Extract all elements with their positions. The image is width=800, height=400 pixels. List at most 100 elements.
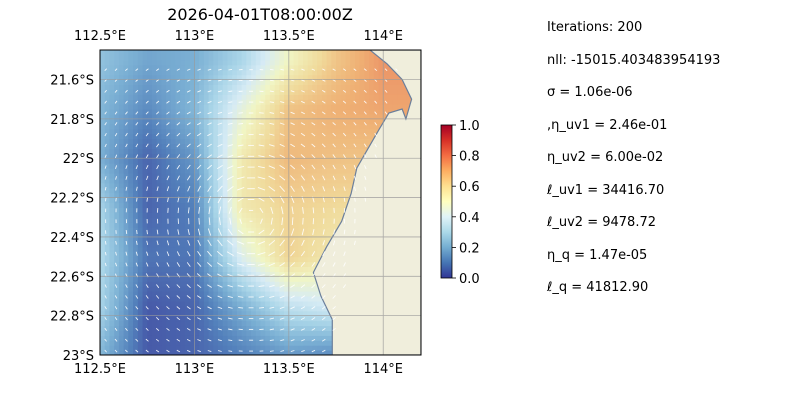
field-cell: [255, 325, 262, 331]
field-cell: [260, 69, 266, 76]
field-cell: [161, 241, 167, 248]
field-cell: [298, 128, 304, 135]
field-cell: [118, 222, 125, 228]
field-cell: [360, 355, 365, 361]
field-cell: [218, 54, 224, 61]
field-cell: [251, 281, 257, 287]
field-cell: [123, 192, 129, 199]
field-cell: [194, 271, 200, 277]
field-cell: [279, 143, 285, 149]
field-cell: [350, 64, 356, 71]
field-cell: [241, 192, 247, 199]
field-cell: [118, 330, 125, 336]
field-cell: [133, 305, 139, 312]
field-cell: [298, 340, 304, 346]
vector-arrow: [280, 350, 285, 352]
field-cell: [265, 281, 271, 287]
vector-arrow: [259, 207, 264, 214]
field-cell: [340, 50, 347, 56]
field-cell: [142, 79, 148, 85]
field-cell: [288, 158, 295, 164]
field-cell: [260, 104, 266, 110]
vector-arrow: [176, 328, 181, 331]
field-cell: [199, 197, 205, 204]
field-cell: [298, 168, 304, 174]
field-cell: [284, 163, 290, 169]
field-cell: [128, 50, 134, 56]
field-cell: [222, 212, 228, 218]
field-cell: [369, 84, 375, 90]
field-cell: [274, 345, 280, 351]
vector-arrow: [237, 274, 244, 277]
field-cell: [199, 335, 205, 341]
field-cell: [166, 84, 172, 90]
field-cell: [284, 335, 290, 341]
field-cell: [194, 291, 200, 297]
field-cell: [251, 335, 257, 341]
field-cell: [109, 320, 115, 327]
vector-arrow: [176, 349, 181, 353]
field-cell: [312, 94, 318, 100]
field-cell: [161, 50, 167, 56]
field-cell: [128, 123, 134, 130]
field-cell: [199, 177, 205, 184]
field-cell: [345, 59, 351, 66]
field-cell: [232, 89, 238, 95]
vector-arrow: [332, 251, 336, 257]
field-cell: [166, 310, 172, 317]
field-cell: [208, 345, 214, 351]
field-cell: [317, 310, 323, 317]
field-cell: [312, 246, 318, 253]
field-cell: [180, 153, 186, 159]
field-cell: [180, 251, 186, 258]
field-cell: [279, 241, 285, 248]
field-cell: [118, 148, 125, 154]
field-cell: [265, 173, 271, 179]
vector-arrow: [228, 317, 233, 320]
field-cell: [293, 148, 299, 154]
field-cell: [354, 114, 361, 120]
vector-arrow: [104, 349, 107, 353]
field-cell: [137, 197, 144, 204]
field-cell: [284, 143, 290, 149]
field-cell: [274, 300, 280, 307]
field-cell: [100, 236, 106, 243]
field-cell: [298, 153, 304, 159]
field-cell: [246, 232, 252, 238]
vector-arrow: [321, 154, 326, 159]
field-cell: [331, 173, 337, 179]
field-cell: [147, 325, 153, 331]
field-cell: [274, 89, 280, 95]
field-cell: [288, 261, 295, 267]
vector-arrow: [207, 133, 212, 137]
field-cell: [397, 104, 403, 110]
field-cell: [213, 236, 219, 243]
field-cell: [227, 241, 233, 248]
field-cell: [298, 50, 304, 56]
field-cell: [312, 310, 318, 317]
field-cell: [194, 74, 200, 81]
field-cell: [147, 163, 153, 169]
vector-arrow: [156, 262, 159, 267]
field-cell: [114, 256, 120, 263]
field-cell: [260, 109, 266, 115]
field-cell: [199, 222, 205, 228]
field-cell: [185, 296, 191, 302]
field-cell: [345, 153, 351, 159]
vector-arrow: [279, 154, 286, 158]
field-cell: [137, 340, 144, 346]
field-cell: [166, 335, 172, 341]
vector-arrow: [197, 111, 202, 115]
field-cell: [151, 325, 158, 331]
field-cell: [166, 79, 172, 85]
field-cell: [227, 187, 233, 194]
field-cell: [133, 84, 139, 90]
field-cell: [147, 222, 153, 228]
vector-arrow: [176, 284, 181, 289]
field-cell: [189, 212, 195, 218]
field-cell: [298, 158, 304, 164]
field-cell: [251, 355, 256, 361]
vector-arrow: [155, 111, 160, 115]
field-cell: [331, 128, 337, 135]
field-cell: [142, 246, 148, 253]
